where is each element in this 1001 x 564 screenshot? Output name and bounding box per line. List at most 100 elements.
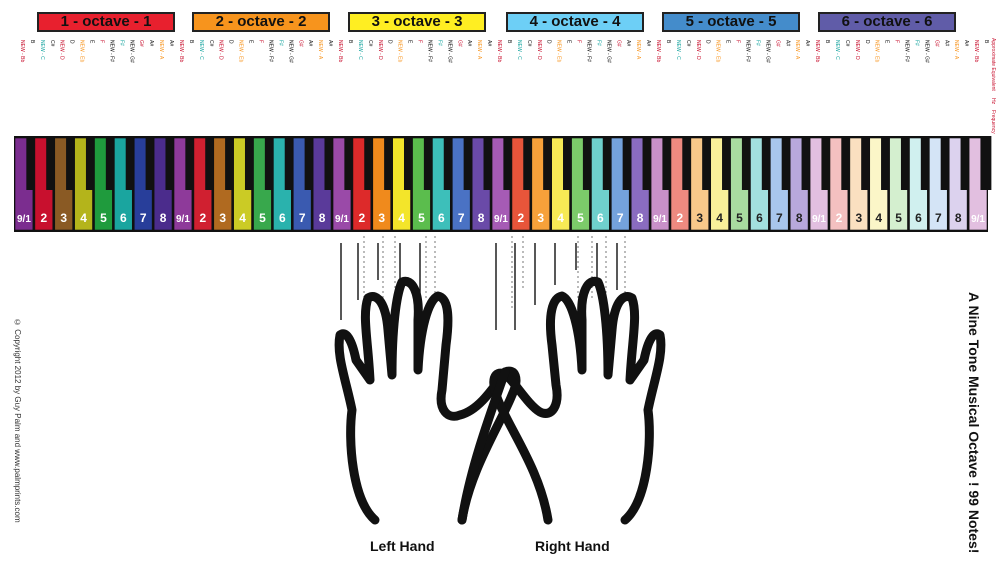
note-name-label: A# [784, 40, 790, 46]
black-key [940, 136, 952, 190]
black-key [26, 136, 38, 190]
note-name-label: NEW - Bb [973, 40, 979, 62]
copyright-text: © Copyright 2012 by Guy Palm and www.pal… [13, 318, 22, 523]
black-key [900, 136, 912, 190]
note-name-label: A# [625, 40, 631, 46]
black-key [761, 136, 773, 190]
note-name-label: NEW - C [516, 40, 522, 60]
key-number-label: 8 [478, 211, 485, 225]
black-key [642, 136, 654, 190]
note-name-label: F# [913, 40, 919, 46]
note-name-label: G# [138, 40, 144, 47]
note-name-label: B [824, 40, 830, 44]
black-key [483, 136, 495, 190]
key-number-label: 6 [756, 211, 763, 225]
key-number-label: 9/1 [494, 214, 508, 225]
note-name-label: D [228, 40, 234, 44]
note-name-label: G# [297, 40, 303, 47]
black-key [105, 136, 117, 190]
note-name-label: NEW - A [953, 40, 959, 60]
left-wrist-stroke [457, 367, 510, 525]
key-number-label: 7 [140, 211, 147, 225]
key-number-label: 4 [239, 211, 246, 225]
black-key [980, 136, 992, 190]
note-name-label: E [725, 40, 731, 44]
note-name-label: NEW - A [794, 40, 800, 60]
key-number-label: 2 [359, 211, 366, 225]
black-key [920, 136, 932, 190]
note-name-label: B [188, 40, 194, 44]
key-number-label: 4 [875, 211, 882, 225]
note-name-label: C# [844, 40, 850, 47]
key-number-label: 5 [577, 211, 584, 225]
black-key [145, 136, 157, 190]
note-name-label: F# [436, 40, 442, 46]
black-key [801, 136, 813, 190]
note-name-label: NEW - Bb [655, 40, 661, 62]
black-key [463, 136, 475, 190]
note-name-label: NEW - Bb [178, 40, 184, 62]
note-name-label: A# [943, 40, 949, 46]
note-name-label: C# [526, 40, 532, 47]
key-number-label: 2 [677, 211, 684, 225]
note-name-label: F# [118, 40, 124, 46]
key-number-label: 7 [935, 211, 942, 225]
note-name-label: G# [615, 40, 621, 47]
octave-label: 2 - octave - 2 [192, 12, 330, 32]
note-name-label: F [417, 40, 423, 43]
octave-label: 1 - octave - 1 [37, 12, 175, 32]
key-number-label: 5 [895, 211, 902, 225]
black-key [563, 136, 574, 190]
black-key [344, 136, 356, 190]
black-key [85, 136, 97, 190]
black-key [702, 136, 714, 190]
frequency-header: Frequency [990, 110, 996, 134]
note-name-label: NEW - G# [128, 40, 134, 63]
note-name-label: NEW - A [158, 40, 164, 60]
note-name-label: NEW - C [357, 40, 363, 60]
note-name-label: NEW - D [854, 40, 860, 60]
note-name-label: NEW - G# [923, 40, 929, 63]
key-number-label: 4 [716, 211, 723, 225]
key-number-label: 3 [696, 211, 703, 225]
black-key [284, 136, 296, 190]
key-number-label: 6 [279, 211, 286, 225]
note-name-label: F [894, 40, 900, 43]
note-name-label: A# [466, 40, 472, 46]
note-name-label: E [89, 40, 95, 44]
key-number-label: 2 [836, 211, 843, 225]
key-number-label: 5 [259, 211, 266, 225]
note-name-label: NEW - Bb [496, 40, 502, 62]
note-name-label: NEW - G# [446, 40, 452, 63]
note-name-label: NEW - A [317, 40, 323, 60]
key-number-label: 9/1 [653, 214, 667, 225]
black-key [304, 136, 316, 190]
note-name-label: NEW - C [834, 40, 840, 60]
note-name-label: D [69, 40, 75, 44]
note-name-label: F# [595, 40, 601, 46]
black-key [264, 136, 276, 190]
black-key [324, 136, 336, 190]
note-name-label: NEW - Eb [79, 40, 85, 62]
black-key [185, 136, 197, 190]
note-name-label: B [347, 40, 353, 44]
black-key [841, 136, 853, 190]
note-name-label: NEW - F# [904, 40, 910, 62]
note-name-label: C# [685, 40, 691, 47]
black-key [960, 136, 972, 190]
black-key [821, 136, 833, 190]
note-name-label: NEW - D [536, 40, 542, 60]
octave-label: 6 - octave - 6 [818, 12, 956, 32]
black-key [881, 136, 892, 190]
black-key [205, 136, 217, 190]
note-name-label: NEW - C [39, 40, 45, 60]
black-key [722, 136, 733, 190]
note-name-label: D [705, 40, 711, 44]
black-key [443, 136, 455, 190]
note-name-label: NEW - D [695, 40, 701, 60]
black-key [741, 136, 753, 190]
key-number-label: 4 [557, 211, 564, 225]
key-number-label: 9/1 [17, 214, 31, 225]
note-name-label: E [884, 40, 890, 44]
note-name-label: G# [456, 40, 462, 47]
